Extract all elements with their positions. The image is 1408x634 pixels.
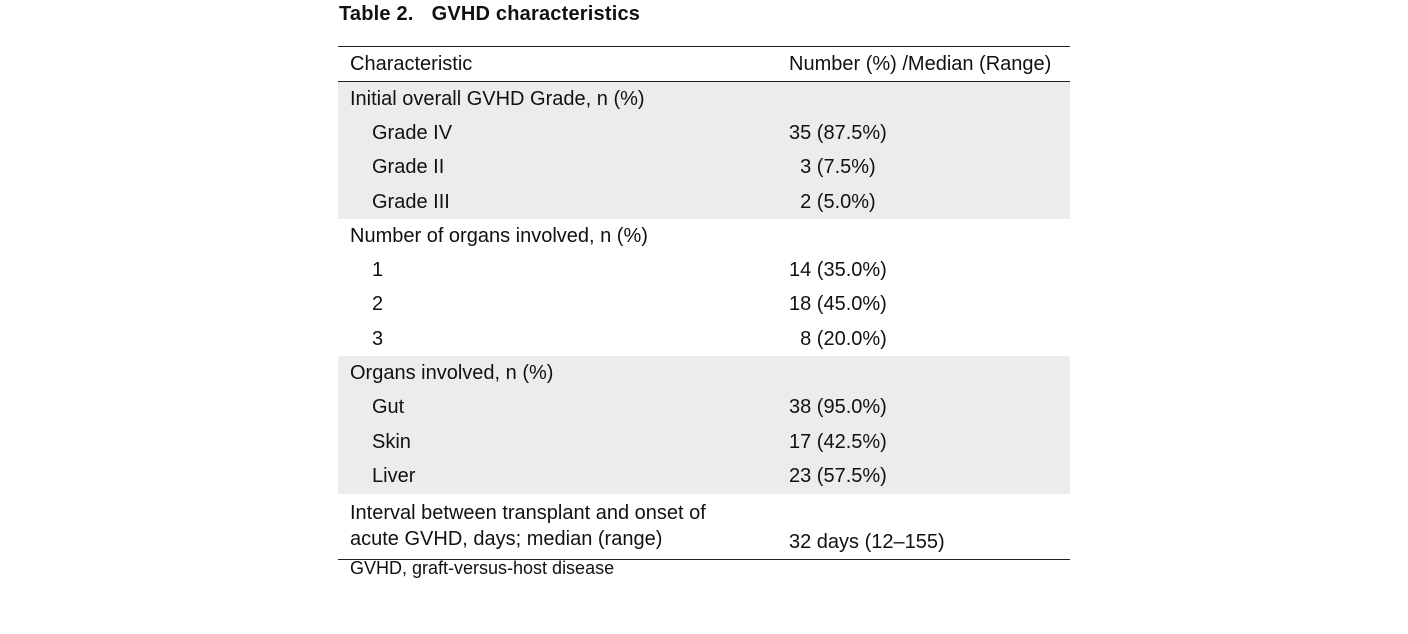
group-heading-row: Number of organs involved, n (%) [338, 219, 1070, 253]
interval-label-line2: acute GVHD, days; median (range) [350, 528, 663, 551]
row-label: Gut [338, 390, 789, 425]
table-row: Grade III 2 (5.0%) [338, 184, 1070, 220]
group-heading: Initial overall GVHD Grade, n (%) [338, 81, 789, 117]
table-row: Grade IV 35 (87.5%) [338, 116, 1070, 151]
table-footnote: GVHD, graft-versus-host disease [350, 558, 615, 578]
group-heading-row: Initial overall GVHD Grade, n (%) [338, 81, 1070, 117]
row-label: Liver [338, 459, 789, 494]
table-header: Characteristic Number (%) /Median (Range… [338, 46, 1070, 82]
row-label: Grade II [338, 150, 789, 185]
row-label: Grade IV [338, 116, 789, 151]
row-value: 38 (95.0%) [789, 390, 1070, 425]
gvhd-characteristics-table: Characteristic Number (%) /Median (Range… [338, 46, 1070, 560]
interval-label: Interval between transplant and onset of… [338, 493, 789, 560]
table-row: 1 14 (35.0%) [338, 253, 1070, 287]
row-value: 18 (45.0%) [789, 293, 887, 316]
table-row: Gut 38 (95.0%) [338, 390, 1070, 425]
interval-label-line1: Interval between transplant and onset of [350, 502, 706, 525]
header-row: Characteristic Number (%) /Median (Range… [338, 46, 1070, 82]
table-body: Initial overall GVHD Grade, n (%) Grade … [338, 81, 1070, 560]
table-row: 2 18 (45.0%) [338, 288, 1070, 322]
table-title-label: Table 2. [339, 3, 414, 25]
group-heading-row: Organs involved, n (%) [338, 356, 1070, 391]
group-heading-value [789, 356, 1070, 391]
row-value: 14 (35.0%) [789, 259, 887, 282]
row-value: 3 (7.5%) [789, 150, 1070, 185]
table-title: Table 2. GVHD characteristics [338, 0, 1070, 28]
group-heading-value [789, 81, 1070, 117]
table-row: Grade II 3 (7.5%) [338, 150, 1070, 185]
column-header-number: Number (%) /Median (Range) [789, 52, 1052, 75]
column-header-characteristic: Characteristic [350, 52, 473, 75]
interval-row: Interval between transplant and onset of… [338, 493, 1070, 560]
table-row: 3 8 (20.0%) [338, 322, 1070, 356]
row-value: 23 (57.5%) [789, 459, 1070, 494]
group-heading: Organs involved, n (%) [338, 356, 789, 391]
row-label: 2 [372, 293, 384, 316]
row-label: Skin [338, 424, 789, 460]
table-row: Skin 17 (42.5%) [338, 424, 1070, 460]
group-heading: Number of organs involved, n (%) [350, 224, 648, 247]
table-container: Table 2. GVHD characteristics Characteris… [338, 0, 1070, 578]
row-value: 35 (87.5%) [789, 116, 1070, 151]
group-heading-value [789, 219, 1070, 253]
table-title-text: GVHD characteristics [431, 3, 641, 25]
row-label: Grade III [338, 184, 789, 220]
row-label: 3 [372, 327, 384, 350]
row-value: 2 (5.0%) [789, 184, 1070, 220]
row-label: 1 [372, 259, 384, 282]
interval-value: 32 days (12–155) [789, 493, 1070, 560]
table-row: Liver 23 (57.5%) [338, 459, 1070, 494]
row-value: 8 (20.0%) [789, 327, 887, 350]
row-value: 17 (42.5%) [789, 424, 1070, 460]
